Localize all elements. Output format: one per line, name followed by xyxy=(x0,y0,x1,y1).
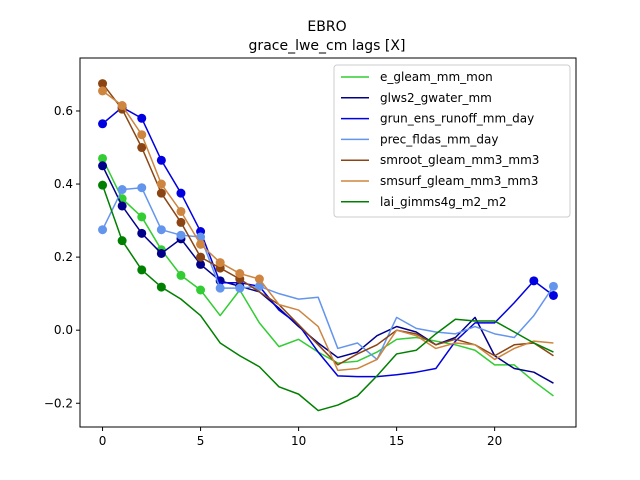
plot-frame xyxy=(79,57,577,428)
data-point xyxy=(156,155,166,165)
data-point xyxy=(137,183,147,193)
data-point xyxy=(196,239,206,249)
x-tick-label: 0 xyxy=(99,434,107,448)
y-tick-label: 0.4 xyxy=(54,177,73,191)
y-tick-label: 0.2 xyxy=(54,250,73,264)
data-point xyxy=(176,270,186,280)
legend-label: e_gleam_mm_mon xyxy=(380,70,493,84)
series-smsurf_gleam_mm3_mm3 xyxy=(98,86,554,372)
data-point xyxy=(196,285,206,295)
data-point xyxy=(137,212,147,222)
series-prec_fldas_mm_day xyxy=(98,183,558,361)
chart-title: EBRO xyxy=(307,19,346,35)
series-line xyxy=(102,106,554,378)
data-point xyxy=(98,180,108,190)
data-point xyxy=(98,119,108,129)
y-axis: −0.2 0.0 0.2 0.4 0.6 xyxy=(44,104,80,410)
x-tick-label: 5 xyxy=(197,434,205,448)
data-point xyxy=(254,281,264,291)
data-point xyxy=(117,100,127,110)
series-line xyxy=(101,158,554,397)
x-axis: 0 5 10 15 20 xyxy=(99,427,502,448)
y-tick-label: 0.0 xyxy=(54,323,73,337)
x-tick-label: 15 xyxy=(389,434,404,448)
data-point xyxy=(156,225,166,235)
data-point xyxy=(235,283,245,293)
data-point xyxy=(176,230,186,240)
legend-label: smsurf_gleam_mm3_mm3 xyxy=(380,174,538,188)
data-point xyxy=(196,252,206,262)
series-lai_gimms4g_m2_m2 xyxy=(98,180,554,412)
legend-entry: glws2_gwater_mm xyxy=(341,91,492,105)
chart-subtitle: grace_lwe_cm lags [X] xyxy=(249,38,406,54)
data-point xyxy=(196,259,206,269)
plot-area: 0 5 10 15 20 −0.2 0.0 0.2 0.4 0.6 xyxy=(44,57,577,448)
data-point xyxy=(529,276,539,286)
data-point xyxy=(137,265,147,275)
data-point xyxy=(137,113,147,123)
data-point xyxy=(98,225,108,235)
y-tick-label: 0.6 xyxy=(54,104,73,118)
legend-entry: smroot_gleam_mm3_mm3 xyxy=(341,153,539,167)
series-layer xyxy=(98,79,558,412)
data-point xyxy=(137,130,147,140)
data-point xyxy=(137,228,147,238)
legend-entry: prec_fldas_mm_day xyxy=(341,132,499,146)
data-point xyxy=(548,281,558,291)
series-line xyxy=(101,184,554,412)
legend-entry: e_gleam_mm_mon xyxy=(341,70,493,84)
data-point xyxy=(548,290,558,300)
data-point xyxy=(98,86,108,96)
data-point xyxy=(254,274,264,284)
legend-label: prec_fldas_mm_day xyxy=(380,132,499,146)
series-line xyxy=(102,90,554,372)
data-point xyxy=(235,269,245,279)
legend-label: glws2_gwater_mm xyxy=(380,91,492,105)
legend-frame xyxy=(333,64,571,218)
legend-entry: smsurf_gleam_mm3_mm3 xyxy=(341,174,538,188)
legend: e_gleam_mm_mon glws2_gwater_mm grun_ens_ru… xyxy=(333,64,571,218)
data-point xyxy=(156,188,166,198)
y-tick-label: −0.2 xyxy=(44,396,73,410)
data-point xyxy=(176,217,186,227)
legend-label: lai_gimms4g_m2_m2 xyxy=(380,195,507,209)
x-tick-label: 20 xyxy=(487,434,502,448)
data-point xyxy=(215,283,225,293)
data-point xyxy=(117,185,127,195)
data-point xyxy=(176,206,186,216)
data-point xyxy=(117,236,127,246)
data-point xyxy=(98,79,108,89)
data-point xyxy=(156,248,166,258)
data-point xyxy=(156,179,166,189)
x-tick-label: 10 xyxy=(291,434,306,448)
data-point xyxy=(117,201,127,211)
data-point xyxy=(156,282,166,292)
data-point xyxy=(215,258,225,268)
legend-label: grun_ens_runoff_mm_day xyxy=(380,112,534,126)
data-point xyxy=(98,161,108,171)
data-point xyxy=(98,153,108,163)
legend-entry: grun_ens_runoff_mm_day xyxy=(341,112,534,126)
legend-entry: lai_gimms4g_m2_m2 xyxy=(341,195,507,209)
data-point xyxy=(137,143,147,153)
data-point xyxy=(176,188,186,198)
legend-label: smroot_gleam_mm3_mm3 xyxy=(380,153,539,167)
